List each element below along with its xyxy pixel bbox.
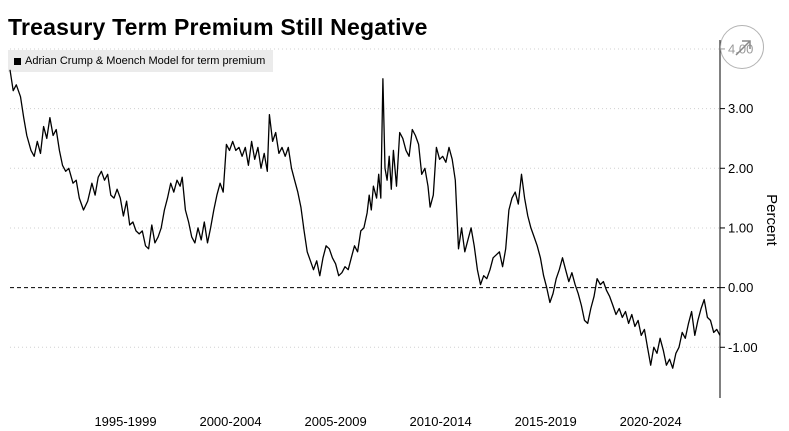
x-axis-ticks: 1995-1999 2000-2004 2005-2009 2010-2014 2015…: [94, 414, 681, 429]
y-axis-ticks: -1.000.001.002.003.004.00: [720, 41, 758, 355]
y-tick-label: 0.00: [728, 280, 753, 295]
y-tick-label: 3.00: [728, 101, 753, 116]
expand-chart-button[interactable]: [720, 25, 764, 69]
series-line: [9, 69, 721, 369]
legend: Adrian Crump & Moench Model for term pre…: [8, 50, 274, 72]
x-tick-label: 2015-2019: [515, 414, 577, 429]
y-tick-label: 1.00: [728, 220, 753, 235]
legend-label: Adrian Crump & Moench Model for term pre…: [25, 55, 266, 67]
expand-arrow-icon: [735, 40, 751, 56]
y-tick-label: 2.00: [728, 161, 753, 176]
y-axis-label: Percent: [763, 194, 780, 247]
x-tick-label: 2010-2014: [410, 414, 472, 429]
chart-title: Treasury Term Premium Still Negative: [8, 14, 428, 40]
grid-lines: [10, 48, 720, 348]
legend-swatch: [14, 57, 21, 65]
x-tick-label: 1995-1999: [94, 414, 156, 429]
x-tick-label: 2020-2024: [620, 414, 682, 429]
x-tick-label: 2005-2009: [305, 414, 367, 429]
x-tick-label: 2000-2004: [199, 414, 261, 429]
y-tick-label: -1.00: [728, 340, 758, 355]
